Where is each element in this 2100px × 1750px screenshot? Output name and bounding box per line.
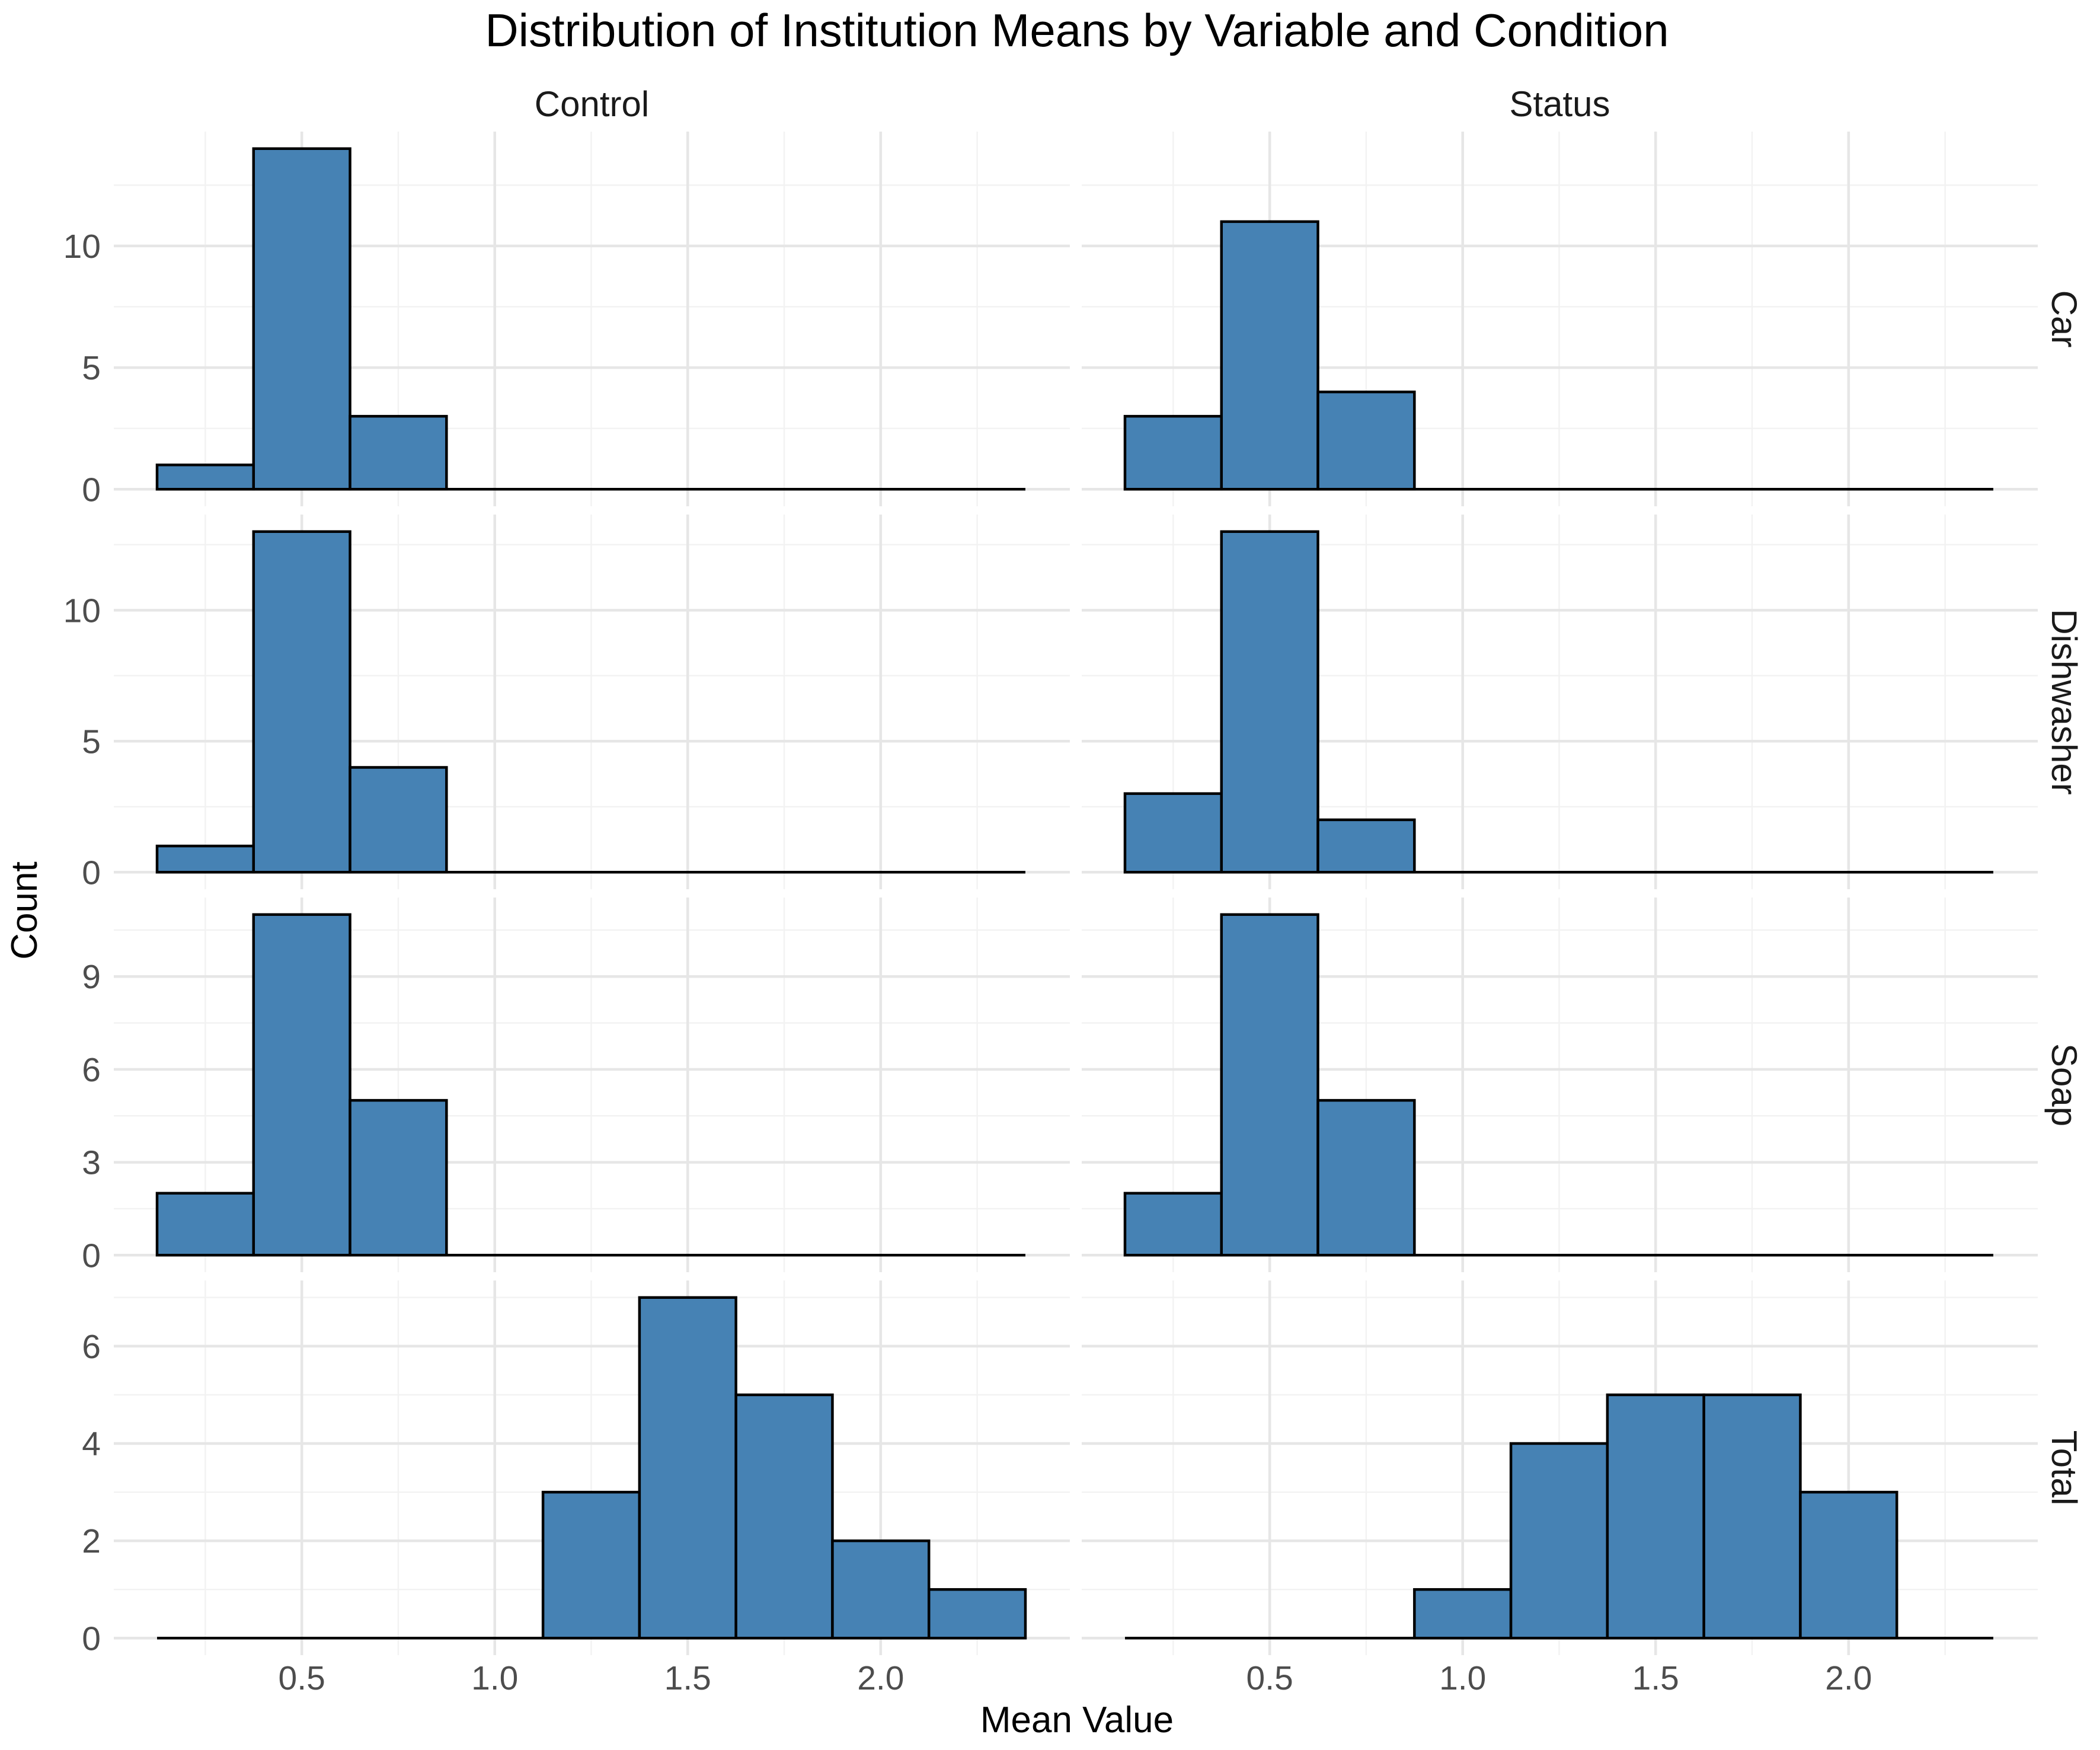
- panel-car-status: Car: [1082, 132, 2084, 506]
- y-tick-label: 6: [82, 1051, 101, 1089]
- x-tick-label: 1.0: [471, 1659, 518, 1697]
- x-tick-label: 0.5: [279, 1659, 325, 1697]
- y-tick-label: 3: [82, 1144, 101, 1182]
- bar-soap-status-bin-1: [1220, 913, 1319, 1257]
- bar-total-control-bin-5: [638, 1296, 737, 1640]
- y-tick-label: 4: [82, 1425, 101, 1463]
- y-tick-label: 0: [82, 1620, 101, 1658]
- x-tick-label: 0.5: [1246, 1659, 1293, 1697]
- bar-total-control-bin-6: [734, 1393, 834, 1640]
- y-tick-label: 5: [82, 349, 101, 387]
- bar-total-status-bin-5: [1606, 1393, 1705, 1640]
- y-tick-label: 6: [82, 1328, 101, 1366]
- y-tick-label: 0: [82, 471, 101, 509]
- chart-title: Distribution of Institution Means by Var…: [485, 4, 1669, 56]
- y-tick-label: 2: [82, 1522, 101, 1560]
- bar-dishwasher-status-bin-1: [1220, 530, 1319, 874]
- panel-soap-status: Soap: [1082, 898, 2084, 1272]
- bar-car-control-bin-0: [155, 463, 255, 491]
- bar-car-status-bin-2: [1316, 390, 1416, 491]
- panel-soap-control: 0 3 6 9: [82, 898, 1070, 1275]
- bar-total-status-bin-6: [1702, 1393, 1802, 1640]
- bar-dishwasher-control-bin-2: [349, 766, 448, 874]
- bar-total-status-bin-7: [1799, 1490, 1898, 1640]
- x-tick-label: 2.0: [857, 1659, 904, 1697]
- column-strip-label: Control: [535, 84, 649, 124]
- x-tick-label: 1.5: [664, 1659, 711, 1697]
- y-tick-label: 0: [82, 1237, 101, 1275]
- row-strip-label: Car: [2044, 290, 2084, 348]
- panels-group: 0 5 10 0 5 10 0 3 6 9 0 2 4 6 0.5 1.0 1.5 2.0 Control Car Di…: [63, 84, 2084, 1697]
- y-tick-label: 5: [82, 723, 101, 761]
- y-tick-label: 0: [82, 854, 101, 892]
- bar-car-status-bin-1: [1220, 220, 1319, 491]
- bar-dishwasher-status-bin-2: [1316, 818, 1416, 874]
- bar-car-status-bin-0: [1123, 414, 1223, 491]
- row-strip-label: Soap: [2044, 1043, 2084, 1126]
- x-tick-label: 1.5: [1632, 1659, 1679, 1697]
- bar-dishwasher-control-bin-1: [252, 530, 351, 874]
- panel-car-control: 0 5 10: [63, 132, 1070, 509]
- bar-dishwasher-status-bin-0: [1123, 792, 1223, 874]
- x-axis-title: Mean Value: [980, 1700, 1174, 1741]
- y-tick-label: 10: [63, 592, 101, 630]
- x-tick-label: 2.0: [1825, 1659, 1872, 1697]
- panel-total-status: 0.5 1.0 1.5 2.0 Total: [1082, 1280, 2084, 1697]
- bar-car-control-bin-2: [349, 414, 448, 491]
- panel-dishwasher-status: Dishwasher: [1082, 515, 2084, 889]
- bar-soap-control-bin-2: [349, 1098, 448, 1257]
- panel-dishwasher-control: 0 5 10: [63, 515, 1070, 892]
- bar-soap-status-bin-0: [1123, 1192, 1223, 1257]
- bar-soap-control-bin-0: [155, 1192, 255, 1257]
- column-strip-label: Status: [1509, 84, 1610, 124]
- bar-soap-control-bin-1: [252, 913, 351, 1257]
- bar-total-status-bin-3: [1413, 1588, 1513, 1640]
- y-tick-label: 10: [63, 228, 101, 266]
- bar-total-control-bin-4: [541, 1490, 641, 1640]
- panel-total-control: 0 2 4 6 0.5 1.0 1.5 2.0: [82, 1280, 1070, 1697]
- x-tick-label: 1.0: [1439, 1659, 1486, 1697]
- y-axis-title: Count: [4, 861, 45, 959]
- bar-soap-status-bin-2: [1316, 1098, 1416, 1257]
- row-strip-label: Total: [2044, 1430, 2084, 1506]
- bar-dishwasher-control-bin-0: [155, 844, 255, 874]
- row-strip-label: Dishwasher: [2044, 609, 2084, 794]
- bar-total-status-bin-4: [1509, 1442, 1609, 1640]
- bar-total-control-bin-8: [927, 1588, 1027, 1640]
- bar-car-control-bin-1: [252, 147, 351, 491]
- bar-total-control-bin-7: [831, 1539, 931, 1640]
- y-tick-label: 9: [82, 958, 101, 996]
